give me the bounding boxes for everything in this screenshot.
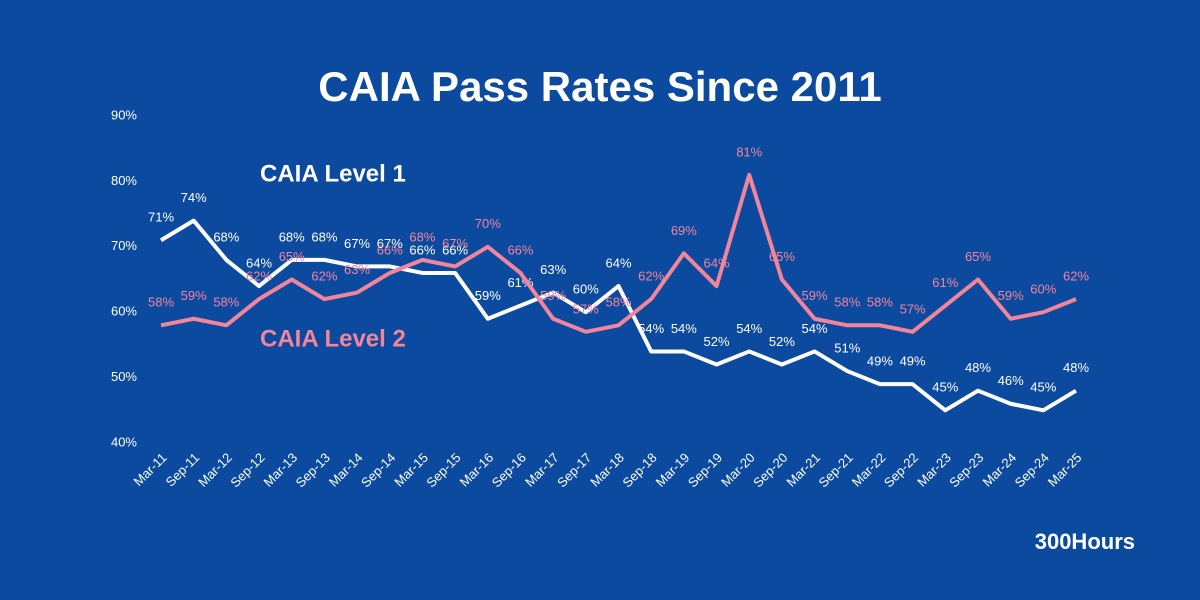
- value-label: 58%: [834, 295, 860, 310]
- value-label: 67%: [377, 236, 403, 251]
- value-label: 61%: [507, 275, 533, 290]
- value-label: 60%: [1030, 282, 1056, 297]
- y-tick-label: 40%: [111, 434, 137, 449]
- value-label: 63%: [540, 262, 566, 277]
- value-label: 68%: [279, 229, 305, 244]
- value-label: 60%: [573, 282, 599, 297]
- value-label: 68%: [213, 229, 239, 244]
- y-tick-label: 80%: [111, 173, 137, 188]
- value-label: 62%: [1063, 269, 1089, 284]
- series-name: CAIA Level 1: [260, 160, 406, 187]
- value-label: 52%: [704, 334, 730, 349]
- value-label: 65%: [965, 249, 991, 264]
- value-label: 64%: [605, 255, 631, 270]
- value-label: 52%: [769, 334, 795, 349]
- value-label: 54%: [802, 321, 828, 336]
- y-tick-label: 60%: [111, 304, 137, 319]
- value-label: 64%: [704, 255, 730, 270]
- y-tick-label: 90%: [111, 107, 137, 122]
- value-label: 59%: [475, 288, 501, 303]
- value-label: 68%: [409, 229, 435, 244]
- value-label: 54%: [736, 321, 762, 336]
- value-label: 68%: [311, 229, 337, 244]
- value-label: 48%: [1063, 360, 1089, 375]
- value-label: 66%: [409, 242, 435, 257]
- value-label: 54%: [671, 321, 697, 336]
- value-label: 51%: [834, 340, 860, 355]
- value-label: 57%: [900, 301, 926, 316]
- value-label: 81%: [736, 144, 762, 159]
- value-label: 62%: [246, 269, 272, 284]
- value-label: 71%: [148, 210, 174, 225]
- series-line: [160, 172, 1077, 334]
- value-label: 66%: [507, 242, 533, 257]
- value-label: 69%: [671, 223, 697, 238]
- value-label: 57%: [573, 301, 599, 316]
- value-label: 54%: [638, 321, 664, 336]
- value-label: 48%: [965, 360, 991, 375]
- value-label: 49%: [900, 354, 926, 369]
- value-label: 58%: [148, 295, 174, 310]
- y-tick-label: 50%: [111, 369, 137, 384]
- value-label: 59%: [998, 288, 1024, 303]
- value-label: 46%: [998, 373, 1024, 388]
- value-label: 67%: [344, 236, 370, 251]
- value-label: 58%: [605, 295, 631, 310]
- value-label: 58%: [213, 295, 239, 310]
- value-label: 45%: [1030, 380, 1056, 395]
- value-label: 62%: [638, 269, 664, 284]
- value-label: 63%: [344, 262, 370, 277]
- value-label: 49%: [867, 354, 893, 369]
- value-label: 64%: [246, 255, 272, 270]
- value-label: 74%: [181, 190, 207, 205]
- value-label: 66%: [377, 242, 403, 257]
- value-label: 62%: [311, 269, 337, 284]
- value-label: 58%: [867, 295, 893, 310]
- chart-title: CAIA Pass Rates Since 2011: [318, 63, 881, 110]
- value-label: 66%: [442, 242, 468, 257]
- brand: 300Hours: [1035, 529, 1135, 554]
- series-line: [159, 218, 1078, 413]
- value-label: 61%: [932, 275, 958, 290]
- value-label: 65%: [769, 249, 795, 264]
- value-label: 70%: [475, 216, 501, 231]
- value-label: 59%: [540, 288, 566, 303]
- value-label: 45%: [932, 380, 958, 395]
- y-tick-label: 70%: [111, 238, 137, 253]
- series-name: CAIA Level 2: [260, 325, 406, 352]
- value-label: 65%: [279, 249, 305, 264]
- value-label: 59%: [802, 288, 828, 303]
- value-label: 59%: [181, 288, 207, 303]
- value-label: 67%: [442, 236, 468, 251]
